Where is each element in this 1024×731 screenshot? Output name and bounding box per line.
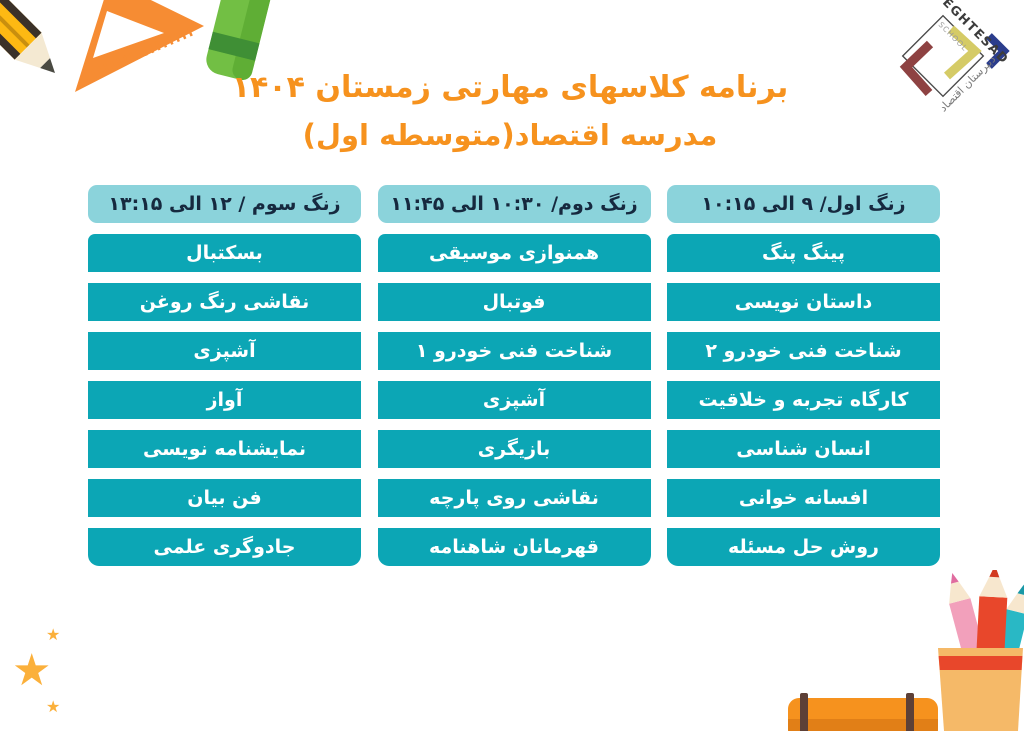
star-icon: ★ <box>46 697 61 716</box>
class-cell: نقاشی رنگ روغن <box>88 283 361 321</box>
logo-maroon-chevron-icon <box>899 40 934 96</box>
column-header-first-bell: زنگ اول/ ۹ الی ۱۰:۱۵ <box>667 185 940 223</box>
class-cell: همنوازی موسیقی <box>377 234 651 272</box>
stationery-decoration <box>0 0 272 92</box>
class-cell: کارگاه تجربه و خلاقیت <box>667 381 940 419</box>
class-cell: نمایشنامه نویسی <box>88 430 361 468</box>
schedule-column-second-bell: زنگ دوم/ ۱۰:۳۰ الی ۱۱:۴۵ همنوازی موسیقی … <box>377 185 651 566</box>
pencil-icon <box>0 0 55 73</box>
poster-title: برنامه کلاسهای مهارتی زمستان ۱۴۰۴ مدرسه … <box>180 64 840 158</box>
column-header-second-bell: زنگ دوم/ ۱۰:۳۰ الی ۱۱:۴۵ <box>377 185 651 223</box>
class-cell: روش حل مسئله <box>667 528 940 566</box>
star-icon: ★ <box>46 625 61 644</box>
column-header-third-bell: زنگ سوم / ۱۲ الی ۱۳:۱۵ <box>88 185 361 223</box>
class-cell: شناخت فنی خودرو ۱ <box>377 332 651 370</box>
class-cell: داستان نویسی <box>667 283 940 321</box>
schedule-column-third-bell: زنگ سوم / ۱۲ الی ۱۳:۱۵ بسکتبال نقاشی رنگ… <box>88 185 361 566</box>
class-cell: جادوگری علمی <box>88 528 361 566</box>
star-icon: ★ <box>12 645 52 696</box>
class-cell: بازیگری <box>377 430 651 468</box>
desk-decoration <box>788 570 1024 731</box>
pencil-cup-icon <box>938 648 1023 731</box>
class-cell: بسکتبال <box>88 234 361 272</box>
title-line-2: مدرسه اقتصاد(متوسطه اول) <box>302 118 718 152</box>
class-cell: آشپزی <box>377 381 651 419</box>
logo-yellow-chevron-icon <box>944 25 982 80</box>
class-cell: آشپزی <box>88 332 361 370</box>
class-cell: پینگ پنگ <box>667 234 940 272</box>
crayon-icon <box>206 0 272 81</box>
class-cell: انسان شناسی <box>667 430 940 468</box>
class-cell: افسانه خوانی <box>667 479 940 517</box>
class-cell: نقاشی روی پارچه <box>377 479 651 517</box>
pencil-case-icon <box>788 693 938 731</box>
schedule-table: زنگ اول/ ۹ الی ۱۰:۱۵ پینگ پنگ داستان نوی… <box>88 185 940 566</box>
schedule-column-first-bell: زنگ اول/ ۹ الی ۱۰:۱۵ پینگ پنگ داستان نوی… <box>667 185 940 566</box>
class-cell: آواز <box>88 381 361 419</box>
class-cell: شناخت فنی خودرو ۲ <box>667 332 940 370</box>
class-cell: فن بیان <box>88 479 361 517</box>
class-cell: فوتبال <box>377 283 651 321</box>
school-logo: EGHTESAD SCHOOL دبیرستان اقتصاد <box>899 0 1012 114</box>
logo-blue-chevron-icon <box>986 33 1010 69</box>
class-cell: قهرمانان شاهنامه <box>377 528 651 566</box>
title-line-1: برنامه کلاسهای مهارتی زمستان ۱۴۰۴ <box>231 70 789 105</box>
triangle-ruler-icon <box>75 0 204 92</box>
